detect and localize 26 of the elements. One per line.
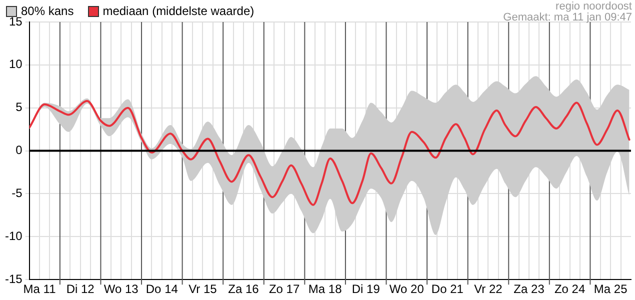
y-tick-label: 15: [8, 14, 23, 28]
y-tick-label: -5: [12, 186, 23, 200]
x-tick-label: Do 21: [431, 282, 464, 296]
y-tick-label: -10: [5, 228, 23, 243]
x-tick-label: Vr 15: [188, 282, 218, 296]
x-tick-label: Do 14: [146, 282, 178, 296]
y-tick-label: 10: [8, 57, 23, 72]
annotation: Gemaakt: ma 11 jan 09:47: [503, 12, 632, 24]
x-tick-label: Vr 22: [474, 282, 503, 296]
x-tick-label: Di 19: [352, 282, 380, 296]
x-tick-label: Ma 25: [594, 282, 628, 296]
legend-label: mediaan (middelste waarde): [102, 4, 254, 18]
text: 80% kans: [21, 4, 74, 18]
text: regio noordoost: [556, 0, 632, 13]
x-tick-label: Di 12: [66, 282, 95, 296]
x-tick-label: Wo 13: [104, 282, 139, 296]
y-tick-label: 5: [16, 100, 23, 114]
x-tick-label: Za 16: [228, 282, 260, 296]
y-tick-label: -15: [5, 272, 23, 286]
x-tick-label: Ma 11: [23, 282, 56, 296]
x-tick-label: Za 23: [514, 282, 545, 296]
x-tick-label: Wo 20: [389, 282, 424, 296]
x-tick-label: Zo 17: [268, 282, 300, 296]
y-tick-label: 0: [16, 143, 23, 158]
x-tick-label: Ma 18: [308, 282, 342, 296]
x-tick-label: Zo 24: [554, 282, 586, 296]
